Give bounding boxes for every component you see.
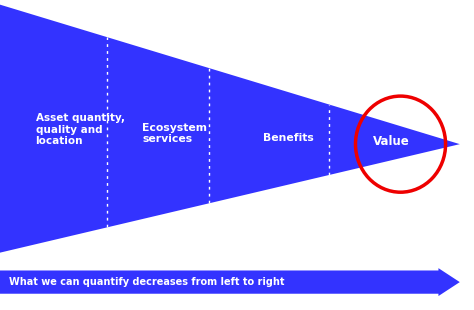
Text: Value: Value [373, 135, 410, 148]
Polygon shape [0, 268, 460, 296]
Polygon shape [0, 5, 460, 253]
Text: Asset quantity,
quality and
location: Asset quantity, quality and location [36, 113, 125, 146]
Text: What we can quantify decreases from left to right: What we can quantify decreases from left… [9, 277, 285, 287]
Text: Benefits: Benefits [263, 132, 314, 143]
Text: Ecosystem
services: Ecosystem services [142, 123, 207, 144]
